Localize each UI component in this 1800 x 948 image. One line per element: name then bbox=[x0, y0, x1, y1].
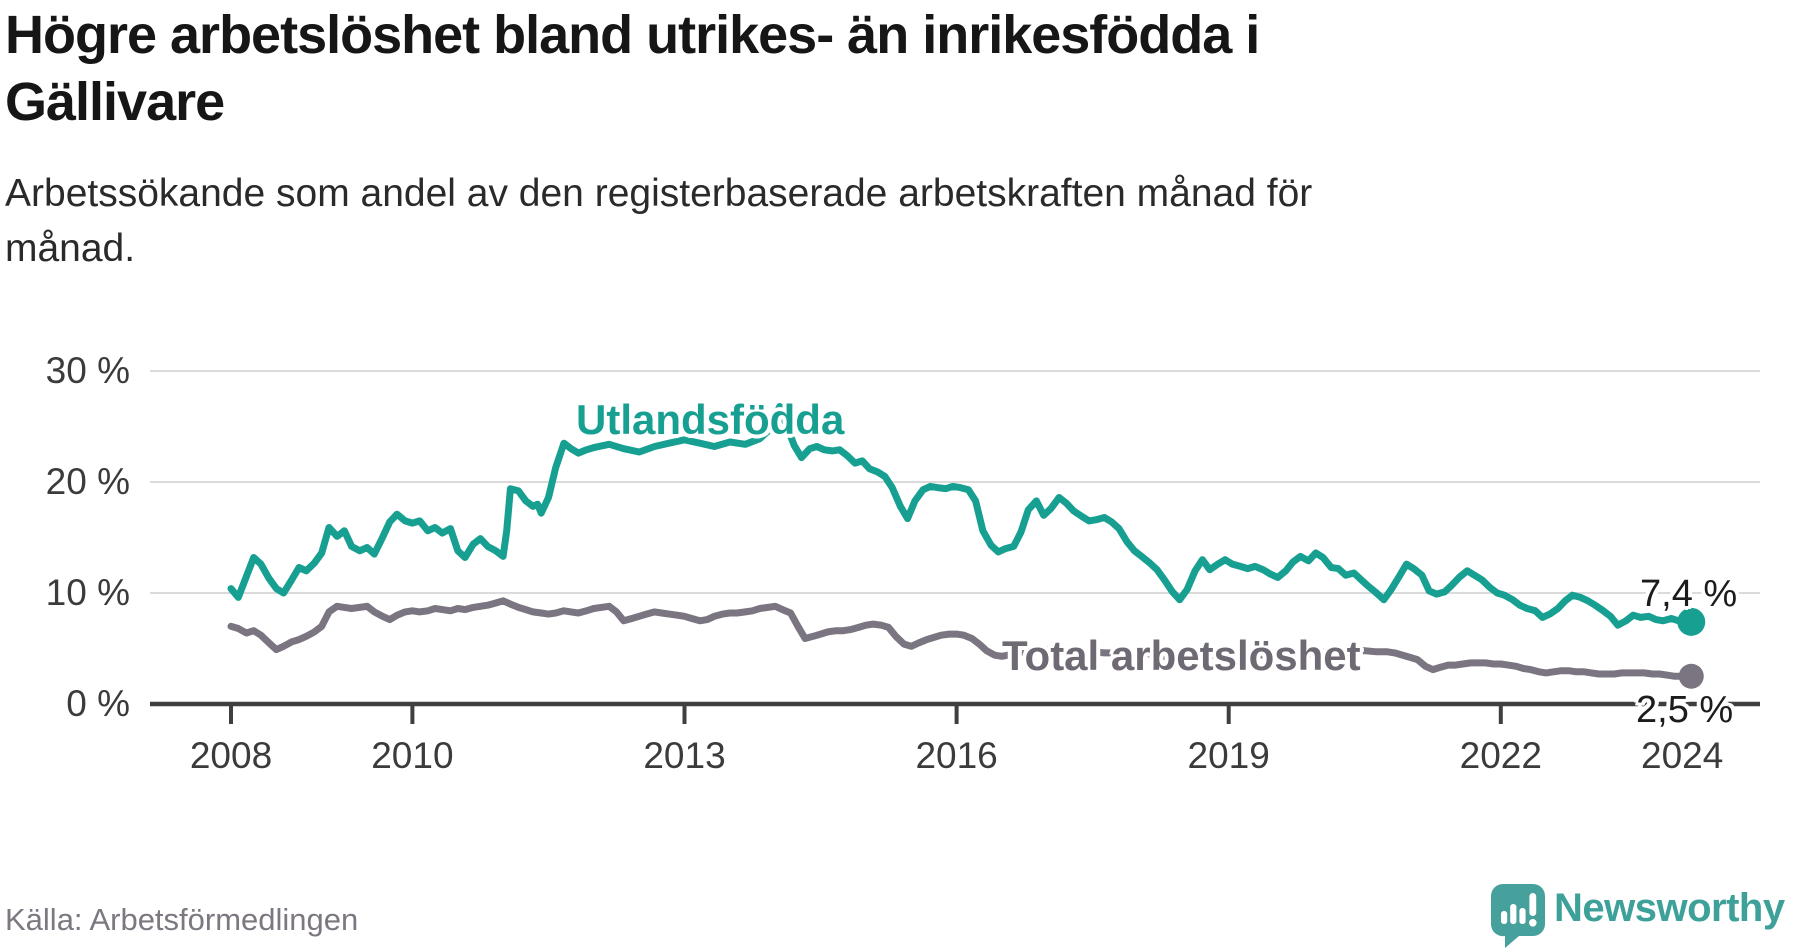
x-axis-label: 2016 bbox=[915, 735, 998, 776]
series-label-total-arbetsloshet: Total arbetslöshet bbox=[1002, 632, 1361, 679]
x-axis-label: 2019 bbox=[1187, 735, 1270, 776]
newsworthy-logo-icon bbox=[1490, 884, 1545, 948]
x-axis-label: 2024 bbox=[1641, 735, 1724, 776]
series-end-dot-total bbox=[1678, 663, 1704, 689]
series-line-utlandsfodda bbox=[227, 403, 1695, 629]
y-axis-label: 0 % bbox=[66, 683, 130, 724]
chart-subtitle-line-2: månad. bbox=[5, 227, 136, 270]
series-line-total bbox=[227, 597, 1695, 680]
page-title-line-1: Högre arbetslöshet bland utrikes- än inr… bbox=[5, 5, 1260, 65]
source-note: Källa: Arbetsförmedlingen bbox=[5, 902, 359, 937]
x-axis-label: 2010 bbox=[371, 735, 454, 776]
x-axis-label: 2008 bbox=[189, 735, 273, 776]
x-axis-label: 2022 bbox=[1459, 735, 1542, 776]
end-value-label-total: 2,5 % bbox=[1636, 689, 1734, 731]
y-axis-label: 10 % bbox=[45, 572, 130, 613]
y-axis-label: 30 % bbox=[45, 350, 130, 391]
chart-subtitle: Arbetssökande som andel av den registerb… bbox=[5, 166, 1785, 276]
chart-subtitle-line-1: Arbetssökande som andel av den registerb… bbox=[5, 172, 1313, 215]
page-title: Högre arbetslöshet bland utrikes- än inr… bbox=[5, 2, 1785, 136]
series-end-dot-utlandsfodda bbox=[1677, 607, 1706, 636]
newsworthy-wordmark: Newsworthy bbox=[1554, 886, 1785, 930]
y-axis-label: 20 % bbox=[45, 461, 130, 502]
end-value-label-utlandsfodda: 7,4 % bbox=[1640, 573, 1738, 615]
page-title-line-2: Gällivare bbox=[5, 72, 225, 132]
series-label-utlandsfodda: Utlandsfödda bbox=[576, 396, 845, 443]
x-axis-label: 2013 bbox=[643, 735, 726, 776]
